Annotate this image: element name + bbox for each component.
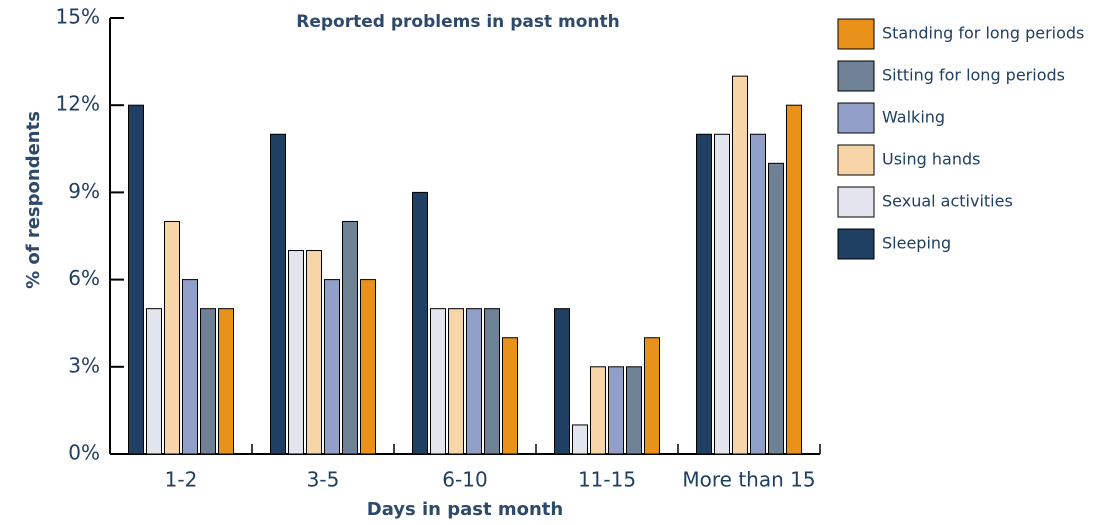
legend-label: Sleeping	[882, 234, 951, 253]
bar	[696, 133, 712, 455]
y-tick-label: 9%	[68, 179, 100, 203]
bar	[164, 220, 180, 455]
bar	[768, 162, 784, 455]
y-tick-label: 3%	[68, 353, 100, 377]
y-tick-label: 12%	[56, 92, 100, 116]
legend-label: Walking	[882, 108, 945, 127]
y-tick-label: 0%	[68, 441, 100, 465]
x-axis-label: Days in past month	[367, 499, 563, 520]
bar	[750, 133, 766, 455]
bar	[732, 75, 748, 455]
bar	[200, 308, 216, 455]
bar	[342, 220, 358, 455]
bar	[484, 308, 500, 455]
x-tick-label: 11-15	[578, 468, 636, 492]
y-axis-label: % of respondents	[23, 111, 44, 289]
bar	[554, 308, 570, 455]
legend-label: Standing for long periods	[882, 24, 1084, 43]
bar	[608, 366, 624, 455]
chart-title: Reported problems in past month	[296, 12, 619, 32]
bar	[218, 308, 234, 455]
x-tick-label: More than 15	[682, 468, 815, 492]
x-tick-label: 1-2	[165, 468, 198, 492]
bar	[128, 104, 144, 455]
bar	[146, 308, 162, 455]
bar	[714, 133, 730, 455]
bar	[644, 337, 660, 455]
legend-swatch	[837, 228, 875, 260]
legend-swatch	[837, 102, 875, 134]
bar	[430, 308, 446, 455]
bar	[270, 133, 286, 455]
bar	[182, 279, 198, 455]
bar	[288, 250, 304, 455]
legend-swatch	[837, 60, 875, 92]
bar	[360, 279, 376, 455]
bar	[448, 308, 464, 455]
y-tick-label: 15%	[56, 5, 100, 29]
legend-swatch	[837, 144, 875, 176]
x-tick-label: 6-10	[442, 468, 487, 492]
legend-label: Sitting for long periods	[882, 66, 1065, 85]
x-tick-label: 3-5	[307, 468, 340, 492]
bar	[572, 424, 588, 455]
bar	[590, 366, 606, 455]
bar	[324, 279, 340, 455]
legend-swatch	[837, 18, 875, 50]
bar	[786, 104, 802, 455]
bar	[466, 308, 482, 455]
y-tick-label: 6%	[68, 266, 100, 290]
legend-label: Sexual activities	[882, 192, 1013, 211]
bar	[306, 250, 322, 455]
legend-swatch	[837, 186, 875, 218]
bar	[626, 366, 642, 455]
bar	[412, 191, 428, 455]
legend-label: Using hands	[882, 150, 980, 169]
bar	[502, 337, 518, 455]
